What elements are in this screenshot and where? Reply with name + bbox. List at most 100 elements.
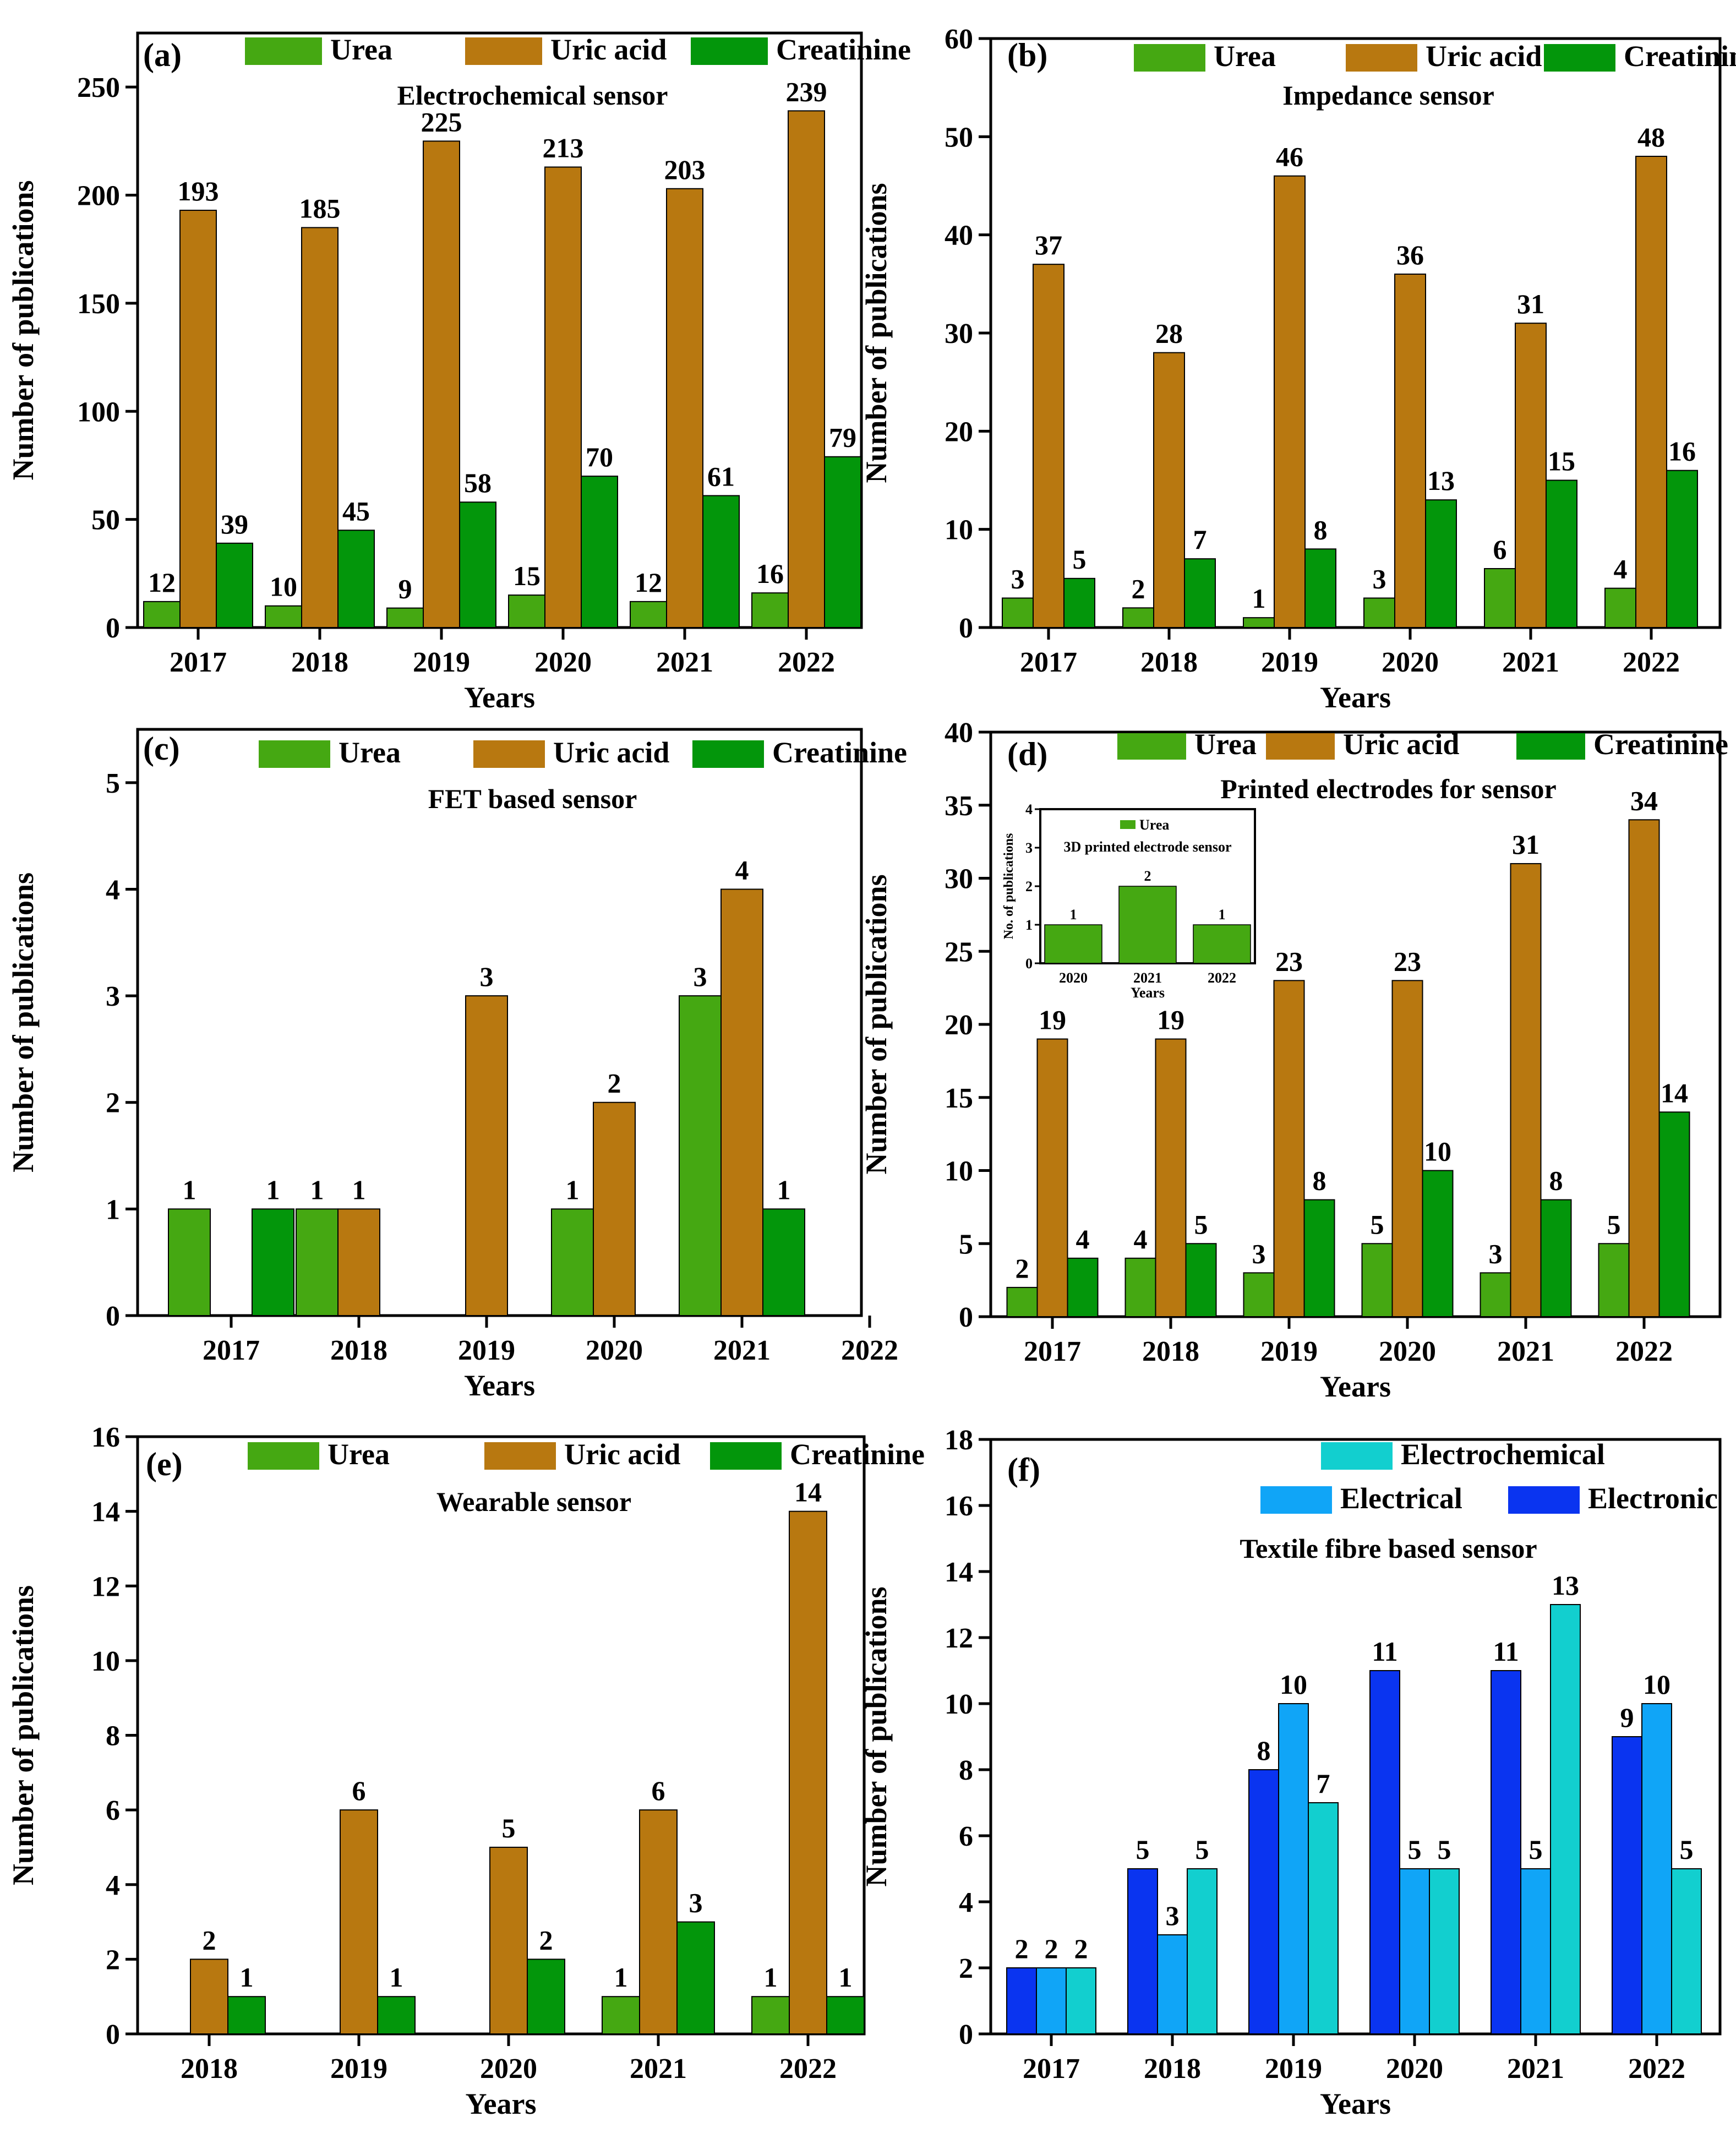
bar-uric-acid	[788, 110, 825, 628]
legend-swatch	[691, 37, 768, 65]
x-tick-label: 2022	[841, 1335, 898, 1366]
bar-value-label: 213	[543, 132, 584, 163]
bar-creatinine	[581, 476, 618, 628]
inset-y-tick-label: 3	[1025, 840, 1033, 856]
bar-value-label: 5	[1408, 1834, 1422, 1865]
bar-creatinine	[702, 495, 740, 628]
bar-value-label: 23	[1275, 946, 1303, 976]
bar-urea	[1122, 607, 1154, 629]
y-axis-title: Number of publications	[7, 180, 40, 480]
bar-value-label: 2	[1016, 1253, 1029, 1284]
bar-value-label: 15	[1548, 446, 1575, 477]
legend-swatch	[1321, 1442, 1393, 1470]
bar-uric-acid	[301, 227, 339, 629]
inset-y-axis-title: No. of publications	[1002, 833, 1016, 940]
y-tick-label: 2	[106, 1944, 120, 1976]
x-axis-title: Years	[464, 681, 535, 714]
bar-value-label: 12	[148, 567, 176, 598]
y-tick-label: 3	[106, 981, 120, 1012]
bar-value-label: 7	[1193, 524, 1207, 555]
y-tick-label: 15	[945, 1083, 973, 1114]
bar-value-label: 3	[1489, 1238, 1503, 1269]
inset-y-tick-label: 2	[1025, 879, 1033, 894]
x-tick-label: 2019	[1265, 2053, 1322, 2085]
x-tick-label: 2021	[713, 1335, 771, 1366]
bar-value-label: 19	[1039, 1005, 1066, 1035]
legend-swatch	[1260, 1486, 1332, 1514]
bar-urea	[1604, 587, 1636, 628]
y-axis-title: Number of publications	[860, 874, 893, 1174]
bar-value-label: 1	[764, 1962, 778, 1993]
bar-value-label: 23	[1394, 946, 1421, 976]
inset-x-tick-label: 2022	[1208, 970, 1236, 986]
y-tick-label: 30	[945, 318, 973, 350]
y-tick-label: 40	[945, 220, 973, 252]
bar-value-label: 2	[1045, 1933, 1058, 1964]
bar-value-label: 239	[786, 76, 827, 107]
bar-creatinine	[676, 1921, 715, 2034]
bar-creatinine	[227, 1996, 266, 2034]
x-tick-label: 2019	[1261, 647, 1318, 678]
legend-swatch	[1346, 44, 1417, 72]
x-tick-label: 2018	[181, 2053, 238, 2085]
x-tick-label: 2022	[1628, 2053, 1685, 2085]
legend-label: Electrochemical	[1401, 1438, 1605, 1471]
legend-label: Electrical	[1340, 1482, 1462, 1515]
bar-value-label: 31	[1512, 829, 1540, 860]
bar-urea	[265, 605, 302, 629]
bar-value-label: 2	[539, 1924, 553, 1955]
x-tick-label: 2018	[1140, 647, 1198, 678]
bar-value-label: 3	[1011, 564, 1025, 594]
x-tick-label: 2020	[1379, 1336, 1436, 1367]
bar-creatinine	[1303, 1199, 1335, 1318]
bar-urea	[751, 592, 789, 629]
bar-value-label: 16	[1668, 436, 1696, 467]
bar-value-label: 45	[342, 495, 370, 526]
inset-y-tick-label: 4	[1025, 801, 1033, 817]
legend-label: Creatinine	[1624, 40, 1736, 73]
panel-title: Printed electrodes for sensor	[1220, 773, 1557, 804]
bar-value-label: 8	[1313, 1165, 1326, 1196]
bar-value-label: 5	[1371, 1209, 1384, 1240]
legend-label: Uric acid	[553, 736, 669, 769]
bar-value-label: 5	[1607, 1209, 1621, 1240]
bar-value-label: 58	[464, 467, 492, 498]
bar-value-label: 2	[1132, 573, 1145, 604]
bar-creatinine	[1425, 499, 1457, 629]
inset-x-tick-label: 2021	[1133, 970, 1162, 986]
inset-y-tick-label: 1	[1025, 917, 1033, 933]
bar-uric-acid	[489, 1846, 528, 2034]
bar-uric-acid	[639, 1809, 678, 2034]
bar-uric-acid	[666, 188, 703, 629]
bar-urea	[551, 1208, 594, 1316]
inset-title: 3D printed electrode sensor	[1064, 839, 1232, 855]
legend-swatch	[1508, 1486, 1580, 1514]
inset-bar-urea	[1193, 924, 1251, 964]
bar-value-label: 28	[1155, 318, 1183, 349]
y-tick-label: 0	[959, 613, 973, 644]
x-tick-label: 2021	[630, 2053, 687, 2085]
bar-value-label: 6	[1493, 534, 1507, 565]
bar-value-label: 5	[1680, 1834, 1694, 1865]
bar-urea	[751, 1996, 790, 2034]
bar-electrical	[1157, 1934, 1188, 2034]
bar-uric-acid	[465, 995, 508, 1317]
legend-swatch	[245, 37, 322, 65]
y-tick-label: 6	[959, 1821, 973, 1852]
panel-title: Electrochemical sensor	[397, 80, 668, 111]
y-tick-label: 12	[945, 1623, 973, 1654]
bar-electrical	[1278, 1703, 1309, 2034]
legend-label: Urea	[1194, 728, 1257, 761]
x-tick-label: 2022	[779, 2053, 837, 2085]
bar-value-label: 5	[1438, 1834, 1451, 1865]
bar-creatinine	[1546, 479, 1577, 628]
inset-x-axis-title: Years	[1131, 985, 1165, 1001]
bar-electrical	[1520, 1868, 1551, 2034]
bar-value-label: 1	[566, 1174, 580, 1205]
bar-value-label: 203	[664, 154, 706, 185]
legend-label: Creatinine	[1593, 728, 1728, 761]
panel-title: FET based sensor	[428, 783, 637, 814]
bar-value-label: 1	[614, 1962, 628, 1993]
